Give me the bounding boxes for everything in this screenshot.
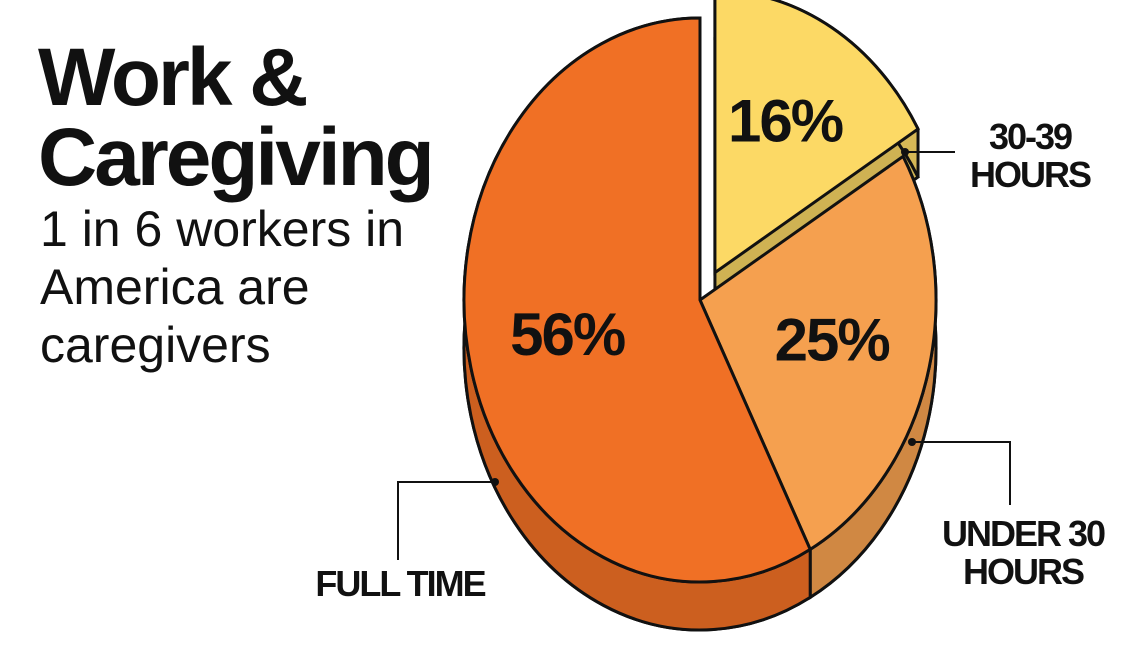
category-label: 30-39 HOURS xyxy=(969,116,1092,195)
leader-dot xyxy=(491,478,499,486)
slice xyxy=(713,0,920,276)
category-label: FULL TIME xyxy=(315,563,486,604)
value-label: 25% xyxy=(775,306,890,373)
leader-line xyxy=(912,441,1011,505)
chart-subtitle: 1 in 6 workers in America are caregivers xyxy=(40,201,405,373)
category-label: UNDER 30 HOURS xyxy=(941,513,1106,592)
leader-dot xyxy=(901,148,909,156)
slice xyxy=(462,16,813,584)
leader-dot xyxy=(908,438,916,446)
chart-title: Work & Caregiving xyxy=(38,32,435,203)
leader-line xyxy=(397,481,495,560)
value-label: 56% xyxy=(510,301,625,368)
slice xyxy=(698,154,938,552)
value-label: 16% xyxy=(728,87,843,154)
